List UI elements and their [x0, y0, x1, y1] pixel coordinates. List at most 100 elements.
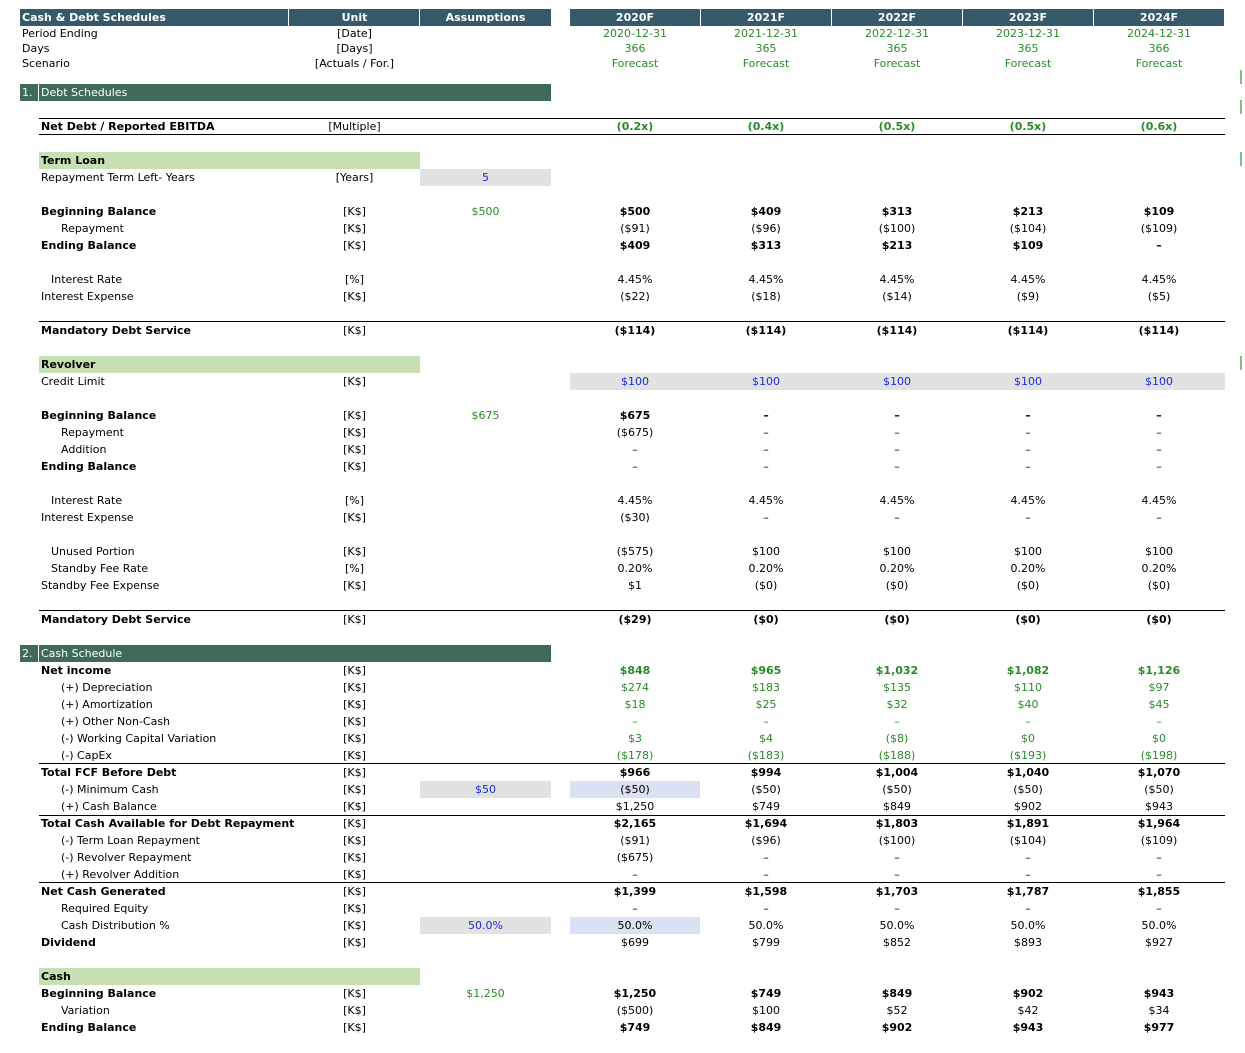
info-value: Forecast: [1004, 57, 1052, 70]
year-value: –: [1156, 409, 1162, 422]
year-value: –: [763, 426, 769, 439]
year-value: –: [894, 902, 900, 915]
year-value: $849: [883, 800, 911, 813]
year-value: –: [763, 868, 769, 881]
year-value: –: [763, 460, 769, 473]
row-label: Addition: [61, 443, 107, 456]
assumption-input[interactable]: $500: [471, 205, 500, 218]
edge-marker: [1240, 356, 1242, 370]
year-value: –: [1025, 426, 1031, 439]
edge-marker: [1240, 152, 1242, 166]
year-value: $966: [619, 766, 651, 779]
year-value[interactable]: $100: [1014, 375, 1042, 388]
row-unit: [K$]: [343, 460, 366, 473]
year-value: –: [1156, 239, 1162, 252]
row-unit: [K$]: [343, 834, 366, 847]
year-value: (0.6x): [1140, 120, 1178, 133]
year-value: –: [1025, 851, 1031, 864]
year-value: ($50): [751, 783, 781, 796]
year-value: $45: [1148, 698, 1170, 711]
row-label: (+) Amortization: [61, 698, 153, 711]
info-label: Period Ending: [22, 27, 98, 40]
year-value[interactable]: ($50): [570, 781, 700, 798]
year-value: $902: [881, 1021, 913, 1034]
year-value: –: [1156, 426, 1162, 439]
year-value: –: [1025, 868, 1031, 881]
year-value[interactable]: 50.0%: [570, 917, 700, 934]
row-label: Net Debt / Reported EBITDA: [41, 120, 215, 133]
row-unit: [K$]: [343, 324, 366, 337]
year-value: ($29): [618, 613, 652, 626]
year-value: ($18): [751, 290, 781, 303]
section-number: 2.: [20, 645, 38, 662]
info-value: 365: [1017, 42, 1039, 55]
year-value[interactable]: $100: [883, 375, 911, 388]
year-value: –: [1025, 902, 1031, 915]
year-value: $1,082: [1006, 664, 1050, 677]
year-value: –: [1156, 715, 1162, 728]
row-unit: [K$]: [343, 205, 366, 218]
info-value: 2020-12-31: [603, 27, 667, 40]
year-value[interactable]: $100: [1145, 375, 1173, 388]
year-value: $1,703: [875, 885, 919, 898]
assumption-input[interactable]: $675: [471, 409, 500, 422]
year-value: $213: [881, 239, 913, 252]
year-value: $100: [1145, 545, 1173, 558]
assumption-input[interactable]: $50: [420, 781, 551, 798]
info-label: Days: [22, 42, 50, 55]
subsection-title: Term Loan: [39, 152, 420, 169]
year-value: –: [1156, 851, 1162, 864]
year-value: –: [763, 443, 769, 456]
year-value: ($109): [1140, 222, 1178, 235]
row-unit: [K$]: [343, 800, 366, 813]
year-value: $1,803: [875, 817, 919, 830]
year-value: $1,855: [1137, 885, 1181, 898]
year-value: $849: [750, 1021, 782, 1034]
year-value: ($675): [616, 426, 654, 439]
info-value: 2024-12-31: [1127, 27, 1191, 40]
row-label: (-) Working Capital Variation: [61, 732, 217, 745]
year-value: –: [894, 443, 900, 456]
section-title: Debt Schedules: [39, 84, 551, 101]
info-value: 366: [624, 42, 646, 55]
year-value: $97: [1148, 681, 1170, 694]
year-value[interactable]: $100: [621, 375, 649, 388]
row-label: (+) Other Non-Cash: [61, 715, 171, 728]
year-value: ($178): [616, 749, 654, 762]
year-value: $1: [628, 579, 642, 592]
assumption-input[interactable]: $1,250: [466, 987, 505, 1000]
year-value: –: [1025, 511, 1031, 524]
year-value: $848: [619, 664, 651, 677]
year-value: –: [1156, 443, 1162, 456]
year-value: ($104): [1009, 834, 1047, 847]
info-value: 2021-12-31: [734, 27, 798, 40]
year-value[interactable]: $100: [752, 375, 780, 388]
row-label: (+) Depreciation: [61, 681, 153, 694]
assumption-input[interactable]: 50.0%: [420, 917, 551, 934]
info-value: 366: [1148, 42, 1170, 55]
year-value: –: [1025, 460, 1031, 473]
year-value: ($0): [753, 613, 779, 626]
year-value: 50.0%: [1141, 919, 1177, 932]
year-header: 2023F: [963, 9, 1093, 26]
row-unit: [K$]: [343, 868, 366, 881]
row-label: Standby Fee Rate: [51, 562, 148, 575]
year-value: –: [894, 851, 900, 864]
year-value: –: [632, 715, 638, 728]
assumption-input[interactable]: 5: [420, 169, 551, 186]
row-unit: [K$]: [343, 664, 366, 677]
year-value: $409: [619, 239, 651, 252]
year-value: ($183): [747, 749, 785, 762]
year-value: $109: [1143, 205, 1175, 218]
row-label: Total Cash Available for Debt Repayment: [41, 817, 295, 830]
row-border: [39, 882, 1225, 883]
row-border: [39, 815, 1225, 816]
year-value: ($193): [1009, 749, 1047, 762]
year-value: ($0): [754, 579, 778, 592]
year-value: $213: [1012, 205, 1044, 218]
year-value: ($575): [616, 545, 654, 558]
row-label: Standby Fee Expense: [41, 579, 160, 592]
year-value: $1,070: [1137, 766, 1181, 779]
year-header: 2024F: [1094, 9, 1224, 26]
row-label: Repayment: [61, 222, 124, 235]
